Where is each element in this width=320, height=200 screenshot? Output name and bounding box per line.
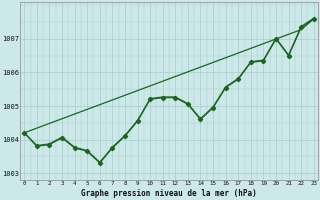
X-axis label: Graphe pression niveau de la mer (hPa): Graphe pression niveau de la mer (hPa) xyxy=(81,189,257,198)
